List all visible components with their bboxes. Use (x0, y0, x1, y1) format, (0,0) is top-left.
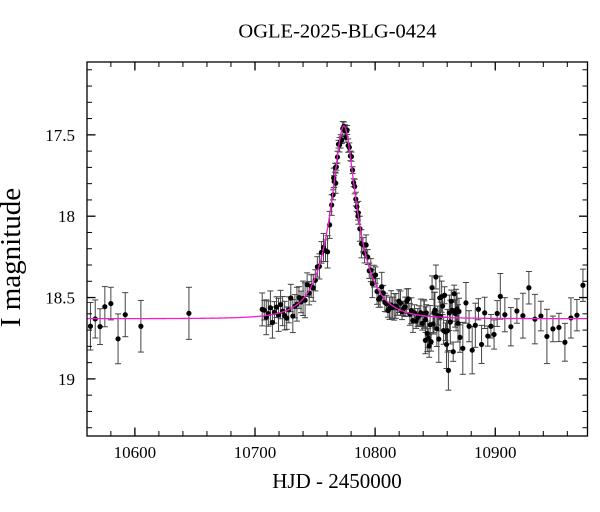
svg-text:OGLE-2025-BLG-0424: OGLE-2025-BLG-0424 (238, 21, 436, 43)
svg-text:17.5: 17.5 (45, 126, 75, 145)
svg-text:10700: 10700 (234, 443, 277, 462)
svg-text:I magnitude: I magnitude (0, 188, 27, 327)
svg-text:18.5: 18.5 (45, 289, 75, 308)
svg-text:10900: 10900 (474, 443, 517, 462)
svg-text:18: 18 (58, 207, 75, 226)
svg-text:19: 19 (58, 370, 75, 389)
svg-text:HJD - 2450000: HJD - 2450000 (272, 469, 402, 493)
svg-text:10600: 10600 (114, 443, 157, 462)
svg-text:10800: 10800 (354, 443, 397, 462)
